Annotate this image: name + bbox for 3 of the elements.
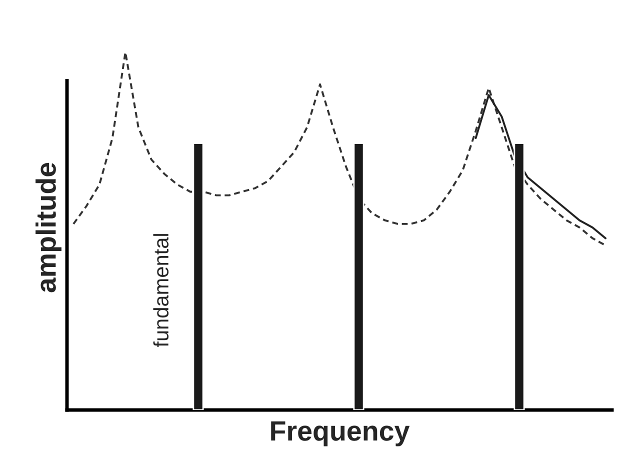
annotation: fundamental <box>153 234 169 348</box>
x-axis-title: Frequency <box>271 421 410 446</box>
y-axis-title: amplitude <box>36 162 62 292</box>
